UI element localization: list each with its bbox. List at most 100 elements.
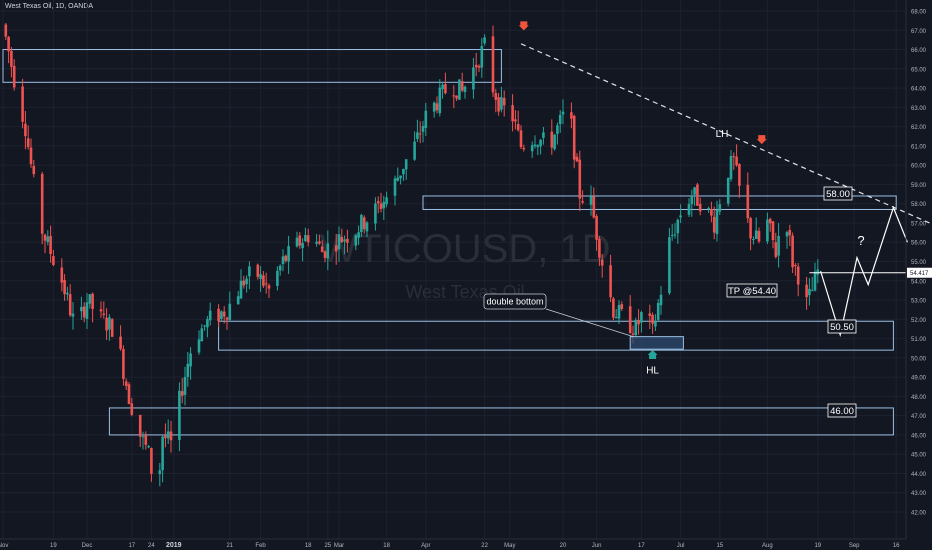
time-tick-label: 22	[481, 543, 488, 549]
candle-body	[91, 293, 94, 309]
candle-body	[295, 237, 299, 247]
candle-body	[542, 132, 545, 138]
candle-body	[698, 204, 702, 212]
candle-body	[343, 239, 346, 242]
candle-body	[424, 110, 428, 128]
trendline	[520, 43, 932, 225]
candle-body	[483, 37, 486, 44]
candle-body	[556, 125, 559, 134]
candle-body	[379, 203, 383, 209]
candle-body	[281, 256, 285, 264]
arrow-marker-up	[647, 349, 658, 359]
candle-body	[766, 219, 769, 242]
candle-body	[10, 50, 13, 67]
candle-body	[561, 111, 565, 115]
candle-body	[771, 221, 775, 241]
price-tick-label: 50.00	[911, 356, 927, 362]
candle-body	[402, 168, 405, 175]
candle-body	[631, 333, 635, 335]
candle-body	[382, 201, 386, 209]
time-tick-label: 18	[305, 543, 312, 549]
candle-body	[80, 306, 83, 312]
label-hl: HL	[646, 365, 659, 376]
time-tick-label: 18	[383, 543, 390, 549]
candle-body	[164, 435, 167, 439]
candle-body	[200, 328, 204, 342]
candle-body	[754, 230, 758, 239]
candle-body	[315, 241, 318, 244]
candle-body	[458, 79, 461, 100]
time-tick-label: May	[504, 543, 515, 549]
candle-body	[441, 84, 444, 90]
candle-body	[122, 348, 125, 379]
time-tick-label: Jun	[592, 543, 602, 549]
candle-body	[813, 271, 817, 291]
candle-body	[651, 314, 654, 324]
candle-body	[785, 232, 789, 237]
candle-body	[693, 187, 696, 195]
candle-body	[749, 218, 752, 239]
candle-body	[189, 353, 192, 367]
time-tick-label: 19	[50, 543, 57, 549]
candle-body	[592, 196, 596, 218]
candle-body	[502, 97, 506, 106]
candle-body	[768, 218, 772, 224]
candle-body	[248, 266, 251, 277]
candle-body	[805, 284, 808, 298]
candle-body	[236, 296, 240, 305]
candle-body	[360, 214, 363, 233]
candle-body	[208, 310, 212, 321]
candle-body	[589, 196, 593, 205]
candle-body	[416, 132, 419, 139]
candle-body	[4, 24, 8, 37]
price-tick-label: 55.00	[911, 260, 927, 266]
candles	[4, 22, 820, 487]
time-tick-label: Mar	[334, 543, 344, 549]
candle-body	[628, 306, 632, 333]
price-tick-label: 52.00	[911, 318, 927, 324]
candle-body	[553, 134, 556, 150]
candle-body	[362, 217, 366, 230]
candle-body	[304, 234, 307, 242]
candle-body	[729, 156, 733, 180]
chart-title: West Texas Oil, 1D, OANDA	[5, 3, 94, 10]
candle-body	[444, 84, 447, 94]
candle-body	[306, 235, 310, 243]
candle-body	[519, 130, 523, 148]
candle-body	[71, 313, 75, 317]
candle-body	[262, 275, 265, 286]
candle-body	[673, 234, 677, 236]
candle-body	[718, 204, 722, 212]
price-tick-label: 68.00	[911, 10, 927, 16]
candle-body	[326, 243, 330, 259]
candle-body	[169, 431, 173, 441]
price-tick-label: 60.00	[911, 164, 927, 170]
candle-body	[578, 159, 582, 199]
callout-pointer	[545, 308, 634, 338]
candle-body	[712, 216, 716, 233]
candle-body	[572, 115, 576, 160]
candle-body	[477, 66, 481, 68]
candle-body	[794, 265, 797, 267]
candle-body	[66, 292, 69, 295]
time-tick-label: Feb	[255, 543, 266, 549]
price-tick-label: 64.00	[911, 87, 927, 93]
candle-body	[494, 93, 498, 100]
candle-body	[421, 126, 425, 132]
candle-body	[21, 86, 24, 122]
price-tick-label: 63.00	[911, 106, 927, 112]
candle-body	[656, 303, 660, 320]
candle-body	[259, 274, 262, 279]
candle-body	[88, 294, 92, 304]
candle-body	[575, 156, 579, 162]
price-tick-label: 59.00	[911, 183, 927, 189]
time-tick-label: Dec	[82, 543, 93, 549]
candle-body	[497, 97, 500, 112]
price-tick-label: 57.00	[911, 221, 927, 227]
candle-body	[376, 201, 380, 204]
label-46-box	[827, 403, 857, 418]
candle-body	[637, 319, 640, 325]
candle-body	[85, 302, 89, 319]
candle-body	[318, 241, 321, 244]
